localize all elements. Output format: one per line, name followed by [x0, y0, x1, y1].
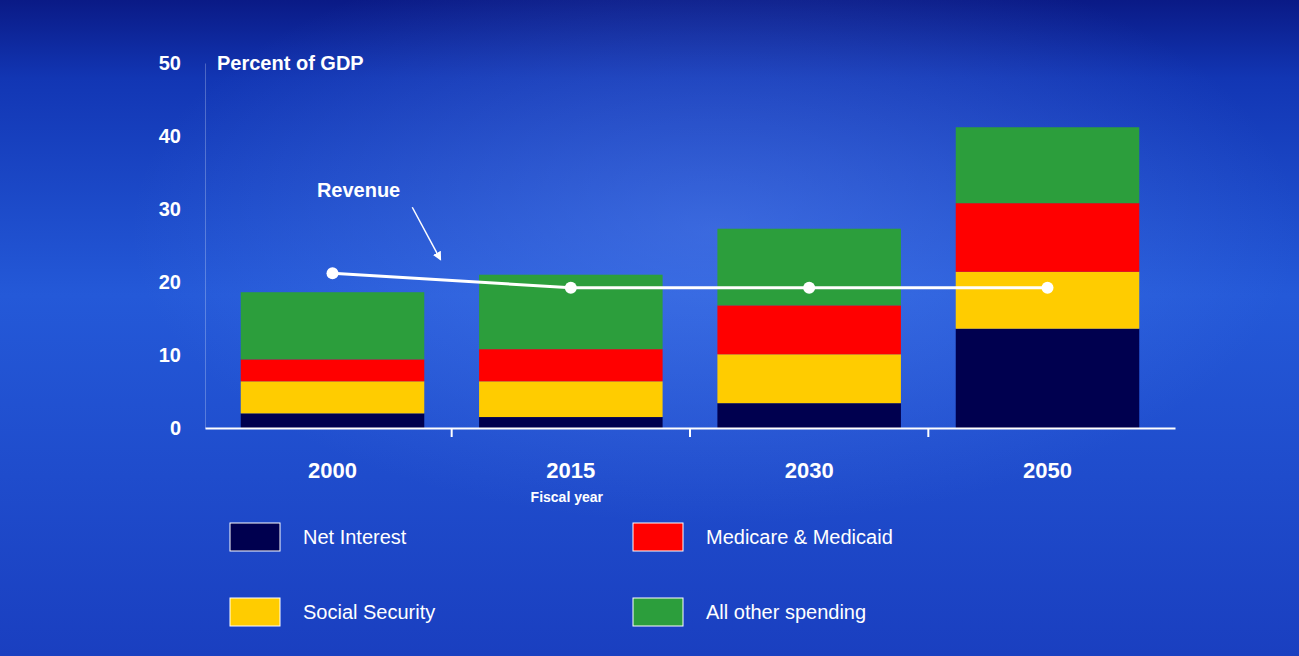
- x-tick-label: 2015: [546, 458, 595, 483]
- legend: Net Interest Social Security Medicare & Me…: [230, 523, 893, 626]
- bar: [479, 349, 663, 381]
- marks: [241, 127, 1140, 428]
- bar: [956, 272, 1140, 329]
- bar: [479, 275, 663, 349]
- x-tick: 2050: [1023, 428, 1072, 483]
- bar: [241, 359, 425, 381]
- revenue-point: [803, 282, 815, 294]
- x-tick-label: 2000: [308, 458, 357, 483]
- y-tick-label: 40: [159, 125, 181, 147]
- bar: [956, 203, 1140, 272]
- annotation-arrow: [412, 207, 440, 259]
- legend-item: Net Interest: [230, 523, 407, 551]
- x-divider: [451, 428, 453, 437]
- y-axis-line: [205, 64, 206, 429]
- bar: [241, 381, 425, 413]
- revenue-point: [1041, 282, 1053, 294]
- bar: [241, 292, 425, 359]
- x-tick-label: 2050: [1023, 458, 1072, 483]
- bar: [717, 403, 901, 428]
- y-tick-label: 50: [159, 52, 181, 74]
- bar: [956, 329, 1140, 428]
- y-tick: 50: [159, 52, 205, 74]
- y-tick: 40: [159, 125, 205, 147]
- bar: [479, 417, 663, 428]
- bar: [717, 354, 901, 403]
- bar: [241, 413, 425, 428]
- y-tick: 20: [159, 271, 205, 293]
- y-axis: 0 10 20 30 40 50: [159, 52, 206, 439]
- legend-item: Social Security: [230, 598, 435, 626]
- legend-swatch: [230, 598, 280, 626]
- legend-item: All other spending: [633, 598, 866, 626]
- y-tick: 0: [170, 417, 205, 439]
- x-axis-title: Fiscal year: [531, 489, 604, 505]
- legend-swatch: [633, 598, 683, 626]
- y-tick-label: 10: [159, 344, 181, 366]
- legend-label: Medicare & Medicaid: [706, 526, 893, 548]
- y-tick: 10: [159, 344, 205, 366]
- chart: 01020304050Revenue2000201520302050Percen…: [0, 0, 1299, 656]
- y-axis-title: Percent of GDP: [217, 52, 364, 74]
- legend-swatch: [633, 523, 683, 551]
- y-tick-label: 30: [159, 198, 181, 220]
- revenue-point: [565, 282, 577, 294]
- legend-swatch: [230, 523, 280, 551]
- legend-label: All other spending: [706, 601, 866, 623]
- y-tick: 30: [159, 198, 205, 220]
- revenue-line: [333, 273, 1048, 288]
- bar-series: [241, 272, 1140, 417]
- legend-label: Net Interest: [303, 526, 407, 548]
- x-tick: 2015: [546, 428, 595, 483]
- background: [0, 0, 1299, 656]
- annotation-label: Revenue: [317, 179, 400, 201]
- y-tick-label: 0: [170, 417, 181, 439]
- bar: [717, 305, 901, 354]
- plot-area: 01020304050Revenue2000201520302050Percen…: [159, 52, 1176, 505]
- bar: [479, 381, 663, 417]
- y-tick-label: 20: [159, 271, 181, 293]
- bar-series: [241, 127, 1140, 359]
- legend-label: Social Security: [303, 601, 435, 623]
- x-tick: 2030: [785, 428, 834, 483]
- x-tick: 2000: [308, 428, 357, 483]
- background-glow: [0, 0, 1299, 656]
- bar: [717, 229, 901, 306]
- bar: [956, 127, 1140, 203]
- x-axis: 2000 2015 2030 2050: [206, 428, 1176, 483]
- x-divider: [927, 428, 929, 437]
- x-tick-label: 2030: [785, 458, 834, 483]
- legend-item: Medicare & Medicaid: [633, 523, 893, 551]
- bar-series: [241, 203, 1140, 381]
- x-divider: [689, 428, 691, 437]
- revenue-point: [327, 267, 339, 279]
